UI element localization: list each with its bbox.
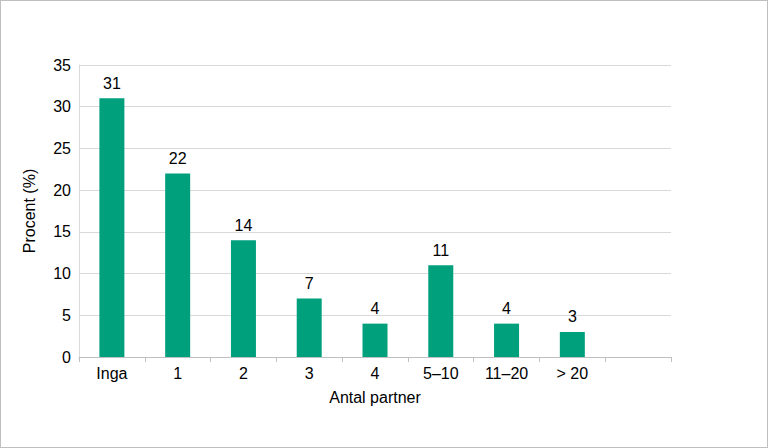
svg-text:30: 30: [53, 98, 71, 115]
svg-text:Antal partner: Antal partner: [329, 389, 421, 406]
svg-text:5: 5: [62, 307, 71, 324]
svg-text:10: 10: [53, 265, 71, 282]
svg-text:11: 11: [432, 242, 449, 259]
svg-text:15: 15: [53, 223, 71, 240]
svg-text:7: 7: [305, 275, 314, 292]
svg-text:35: 35: [53, 57, 71, 74]
svg-text:14: 14: [235, 217, 253, 234]
svg-text:5–10: 5–10: [423, 365, 459, 382]
svg-text:0: 0: [62, 349, 71, 366]
svg-text:1: 1: [173, 365, 182, 382]
svg-text:4: 4: [371, 300, 380, 317]
svg-text:4: 4: [502, 300, 511, 317]
svg-text:2: 2: [239, 365, 248, 382]
svg-text:20: 20: [53, 182, 71, 199]
svg-text:31: 31: [103, 75, 121, 92]
svg-text:> 20: > 20: [557, 365, 589, 382]
svg-text:25: 25: [53, 140, 71, 157]
svg-text:22: 22: [169, 150, 187, 167]
svg-text:3: 3: [568, 308, 577, 325]
svg-text:4: 4: [371, 365, 380, 382]
svg-text:11–20: 11–20: [485, 365, 528, 382]
svg-text:Inga: Inga: [96, 365, 127, 382]
svg-text:3: 3: [305, 365, 314, 382]
svg-text:Procent (%): Procent (%): [21, 169, 38, 253]
